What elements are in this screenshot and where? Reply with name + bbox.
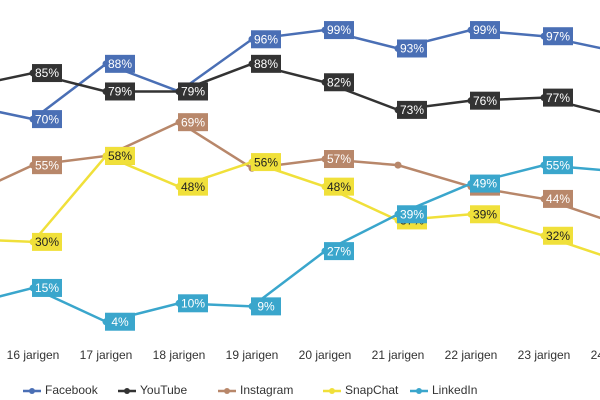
data-label-box [543,189,573,208]
data-label-box [32,232,62,251]
data-label-box [324,21,354,40]
data-label: 55% [35,158,59,172]
data-label: 69% [181,115,205,129]
data-label: 39% [400,207,424,221]
x-tick-label: 24 jarigen [591,348,600,362]
series-line [0,28,600,121]
data-label: 39% [473,207,497,221]
data-label-box [470,205,500,224]
data-label: 97% [546,29,570,43]
x-tick-label: 22 jarigen [445,348,498,362]
legend-marker [224,388,230,394]
data-label-box [324,150,354,169]
data-label: 82% [327,75,351,89]
data-label: 88% [254,57,278,71]
data-label: 57% [327,152,351,166]
x-tick-label: 18 jarigen [153,348,206,362]
data-label: 9% [257,300,275,314]
data-label-box [178,113,208,132]
x-tick-label: 23 jarigen [518,348,571,362]
data-label: 73% [400,103,424,117]
data-label-box [470,21,500,40]
data-label: 10% [181,296,205,310]
data-label-box [543,27,573,46]
data-label-box [105,82,135,101]
legend-label: YouTube [140,383,187,397]
data-label: 70% [35,112,59,126]
series-line [0,163,600,324]
x-tick-label: 16 jarigen [7,348,60,362]
data-label: 79% [181,85,205,99]
data-label-box [251,297,281,316]
data-label-box [32,110,62,129]
data-label: 79% [108,85,132,99]
data-label-box [397,205,427,224]
legend-label: Instagram [240,383,293,397]
legend-label: SnapChat [345,383,399,397]
data-label-box [105,312,135,331]
data-label: 99% [473,23,497,37]
data-label: 85% [35,66,59,80]
data-label-box [178,294,208,313]
data-label-box [251,30,281,49]
data-label-box [105,146,135,165]
data-label: 32% [546,229,570,243]
data-label: 55% [546,158,570,172]
data-label: 44% [546,192,570,206]
data-label: 76% [473,94,497,108]
data-label-box [397,100,427,119]
data-label-box [543,226,573,245]
data-label-box [470,91,500,110]
series-line [0,62,600,114]
data-label: 48% [181,180,205,194]
data-label-box [251,54,281,73]
data-label: 99% [327,23,351,37]
x-tick-label: 20 jarigen [299,348,352,362]
data-label-box [105,54,135,73]
data-label-box [32,278,62,297]
data-label: 96% [254,32,278,46]
data-label: 27% [327,244,351,258]
data-label-box [324,177,354,196]
point [394,161,402,169]
data-label-box [32,64,62,83]
legend-marker [29,388,35,394]
data-label-box [397,39,427,58]
data-label: 93% [400,42,424,56]
data-label: 4% [111,315,129,329]
data-label: 49% [473,177,497,191]
data-label-box [178,177,208,196]
data-label-box [324,242,354,261]
x-tick-label: 21 jarigen [372,348,425,362]
data-label: 56% [254,155,278,169]
legend-marker [124,388,130,394]
data-label-box [32,156,62,175]
data-label: 88% [108,57,132,71]
x-tick-label: 17 jarigen [80,348,133,362]
data-label: 77% [546,91,570,105]
data-label-box [324,73,354,92]
x-tick-label: 19 jarigen [226,348,279,362]
legend-marker [329,388,335,394]
data-label: 30% [35,235,59,249]
data-label: 48% [327,180,351,194]
data-label-box [543,156,573,175]
legend-marker [416,388,422,394]
series-line [0,120,600,220]
data-label: 15% [35,281,59,295]
legend-label: LinkedIn [432,383,477,397]
data-label-box [178,82,208,101]
data-label-box [543,88,573,107]
data-label-box [251,153,281,172]
data-label-box [470,174,500,193]
legend-label: Facebook [45,383,99,397]
data-label: 58% [108,149,132,163]
series-line [0,154,600,256]
